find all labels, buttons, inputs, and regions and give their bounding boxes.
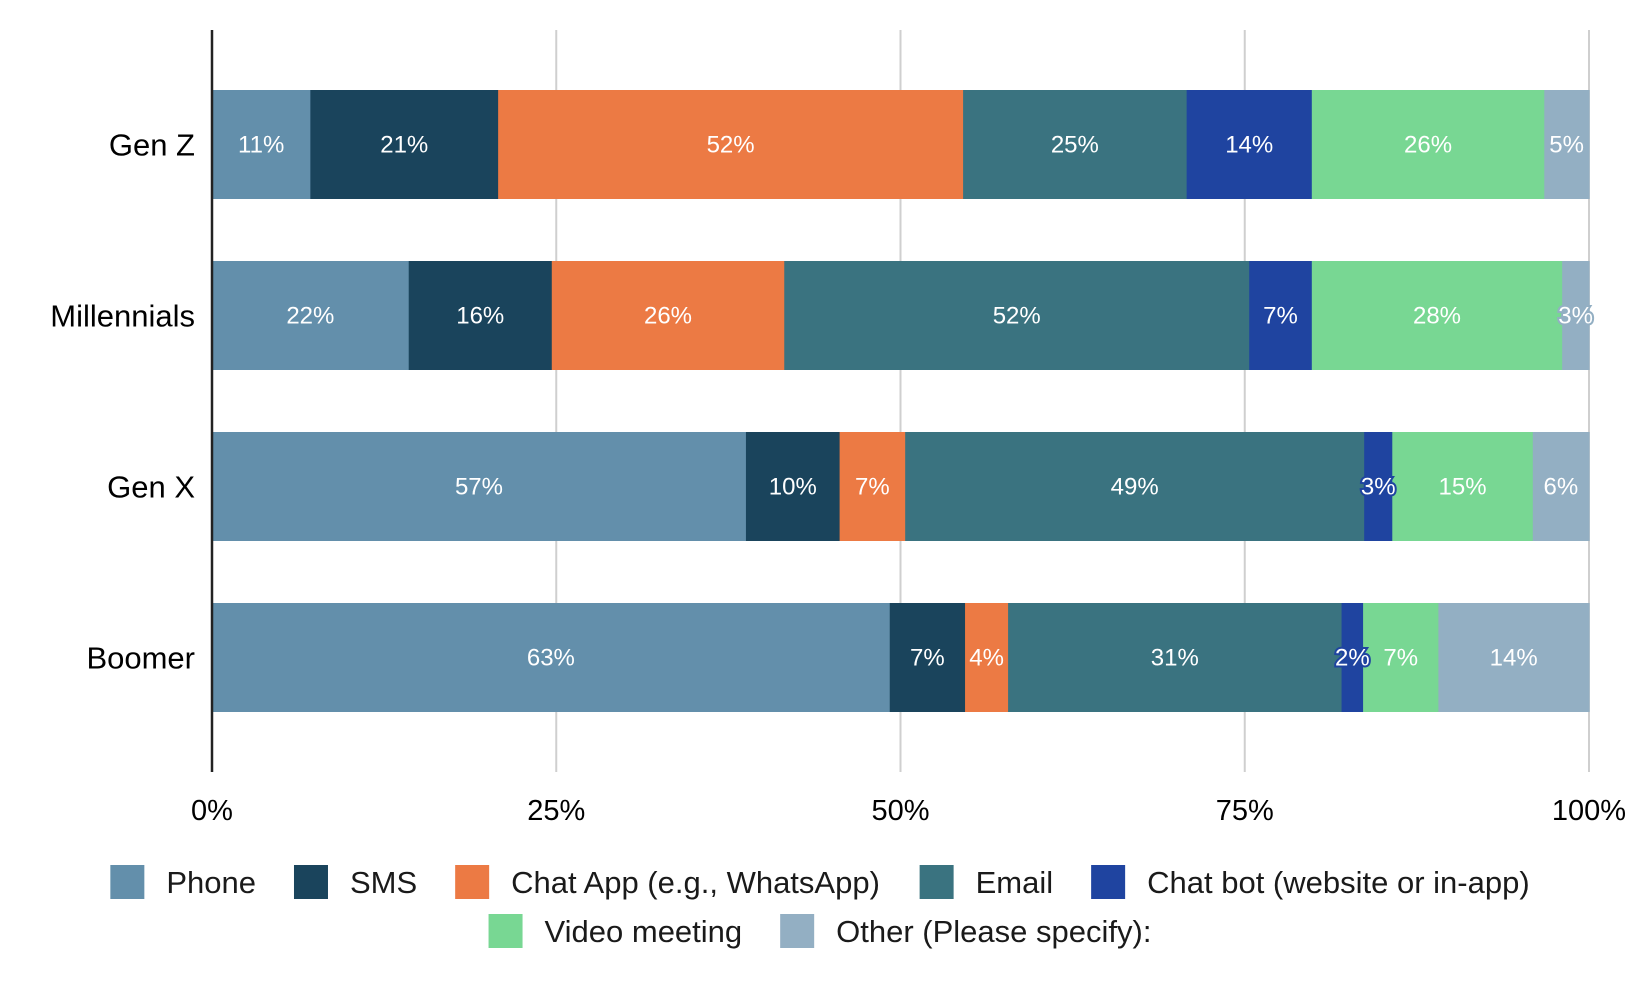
data-label: 26% — [644, 303, 692, 330]
data-label: 4% — [969, 645, 1004, 672]
bar-segment — [212, 90, 311, 199]
data-label: 6% — [1544, 474, 1579, 501]
x-tick-label: 100% — [1552, 795, 1626, 827]
data-label: 21% — [380, 132, 428, 159]
category-label: Gen Z — [109, 128, 195, 163]
legend-item: Other (Please specify): — [780, 914, 1151, 949]
bar-segment — [963, 90, 1188, 199]
legend-swatch — [1091, 865, 1126, 899]
data-label: 14% — [1225, 132, 1273, 159]
legend-label: Video meeting — [545, 914, 743, 949]
bar-segment — [212, 261, 410, 370]
legend-label: Email — [976, 865, 1054, 900]
category-label: Gen X — [107, 470, 195, 505]
bar-segment — [1544, 90, 1590, 199]
legend: Phone SMS Chat App (e.g., WhatsApp) Email Ch… — [110, 865, 1530, 949]
bar-segment — [1311, 261, 1563, 370]
data-label: 10% — [769, 474, 817, 501]
legend-item: Email — [919, 865, 1054, 900]
legend-label: Chat bot (website or in-app) — [1147, 865, 1530, 900]
data-label: 16% — [456, 303, 504, 330]
data-label: 7% — [910, 645, 945, 672]
data-label: 57% — [455, 474, 503, 501]
data-label: 26% — [1404, 132, 1452, 159]
bar-segment — [498, 90, 964, 199]
legend-item: Chat App (e.g., WhatsApp) — [455, 865, 880, 900]
bar-segment — [1364, 432, 1393, 541]
legend-swatch — [455, 865, 490, 899]
bar-segment — [965, 603, 1009, 712]
data-labels: 11% 21% 52% 25% 14% 26% 5% 22% 16% 26% 52% 7% 28% 3% 5… — [238, 132, 1595, 674]
data-label: 52% — [993, 303, 1041, 330]
data-label: 25% — [1051, 132, 1099, 159]
bar-segment — [889, 603, 966, 712]
legend-item: Chat bot (website or in-app) — [1091, 865, 1530, 900]
bar-segment — [905, 432, 1365, 541]
legend-swatch — [780, 914, 815, 948]
data-label: 3% — [1558, 303, 1593, 330]
bar-segment — [1249, 261, 1313, 370]
axes: 0% 25% 50% 75% 100% Gen Z Millennials Gen X Boom… — [50, 30, 1626, 827]
legend-swatch — [110, 865, 145, 899]
data-label: 28% — [1413, 303, 1461, 330]
bars — [212, 90, 1590, 712]
data-label: 7% — [1383, 645, 1418, 672]
legend-item: SMS — [293, 865, 417, 900]
data-label: 22% — [286, 303, 334, 330]
bar-segment — [745, 432, 841, 541]
bar-segment — [1341, 603, 1364, 712]
legend-swatch — [488, 914, 523, 948]
data-label: 15% — [1439, 474, 1487, 501]
legend-swatch — [919, 865, 954, 899]
x-tick-label: 25% — [527, 795, 585, 827]
bar-segment — [1008, 603, 1343, 712]
data-label: 14% — [1490, 645, 1538, 672]
bar-segment — [1562, 261, 1590, 370]
x-tick-label: 75% — [1216, 795, 1274, 827]
legend-label: Phone — [166, 865, 256, 900]
legend-label: Other (Please specify): — [836, 914, 1151, 949]
data-label: 7% — [855, 474, 890, 501]
bar-segment — [839, 432, 906, 541]
category-label: Millennials — [50, 299, 195, 334]
bar-segment — [1532, 432, 1590, 541]
legend-item: Phone — [110, 865, 256, 900]
legend-label: SMS — [350, 865, 417, 900]
bar-segment — [1363, 603, 1439, 712]
bar-segment — [310, 90, 499, 199]
bar-segment — [1392, 432, 1534, 541]
legend-label: Chat App (e.g., WhatsApp) — [511, 865, 880, 900]
category-label: Boomer — [86, 641, 195, 676]
data-label: 49% — [1111, 474, 1159, 501]
bar-segment — [1186, 90, 1313, 199]
data-label: 31% — [1151, 645, 1199, 672]
data-label: 63% — [527, 645, 575, 672]
data-label: 3% — [1361, 474, 1396, 501]
bar-segment — [212, 432, 747, 541]
x-tick-label: 0% — [191, 795, 233, 827]
data-label: 7% — [1263, 303, 1298, 330]
data-label: 5% — [1549, 132, 1584, 159]
bar-segment — [408, 261, 553, 370]
x-tick-label: 50% — [871, 795, 929, 827]
data-label: 52% — [707, 132, 755, 159]
bar-segment — [784, 261, 1250, 370]
legend-swatch — [293, 865, 328, 899]
legend-item: Video meeting — [488, 914, 743, 949]
bar-segment — [551, 261, 785, 370]
data-label: 11% — [238, 132, 284, 159]
bar-segment — [212, 603, 891, 712]
bar-segment — [1311, 90, 1545, 199]
data-label: 2% — [1335, 645, 1370, 672]
bar-segment — [1438, 603, 1590, 712]
